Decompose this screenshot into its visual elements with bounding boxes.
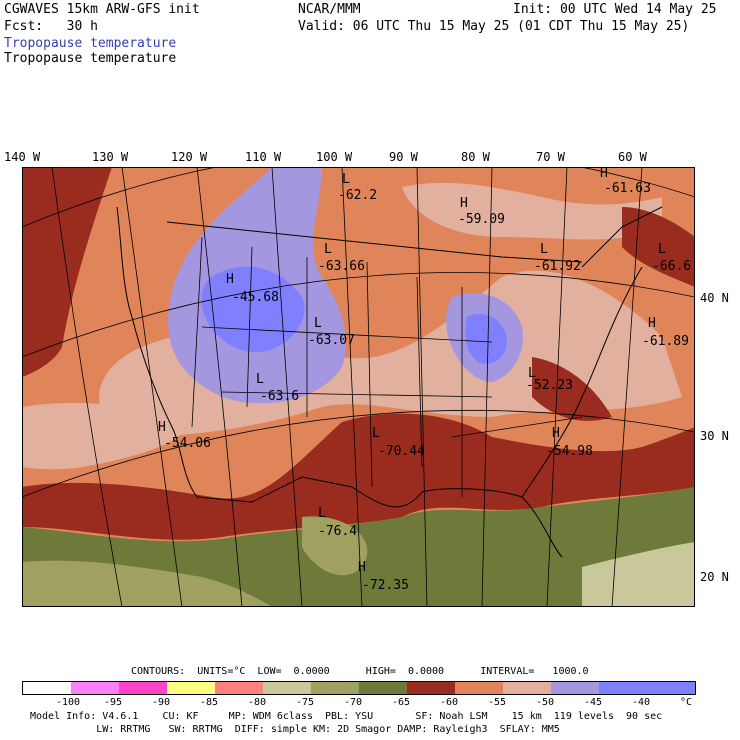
legend-swatch bbox=[23, 682, 71, 694]
legend-swatch bbox=[647, 682, 695, 694]
legend-swatch bbox=[599, 682, 647, 694]
low-marker: L bbox=[256, 372, 264, 387]
graticule bbox=[22, 167, 695, 607]
valid-time: Valid: 06 UTC Thu 15 May 25 (01 CDT Thu … bbox=[298, 19, 690, 34]
shade-minus-80 bbox=[582, 542, 695, 607]
lat-label: 40 N bbox=[700, 291, 729, 305]
extrema-labels: L -62.2 H -59.09 H -61.63 L -63.66 L -61… bbox=[158, 167, 691, 593]
legend-tick-label: -45 bbox=[584, 697, 603, 708]
low-value: -76.4 bbox=[318, 524, 357, 539]
legend-tick-label: -70 bbox=[344, 697, 363, 708]
contours-info: CONTOURS: UNITS=°C LOW= 0.0000 HIGH= 0.0… bbox=[131, 666, 589, 677]
model-info-line2: LW: RRTMG SW: RRTMG DIFF: simple KM: 2D … bbox=[30, 724, 560, 735]
legend-tick-label: -95 bbox=[104, 697, 123, 708]
high-marker: H bbox=[648, 316, 656, 331]
legend-swatch bbox=[215, 682, 263, 694]
low-value: -63.07 bbox=[308, 333, 355, 348]
low-marker: L bbox=[372, 426, 380, 441]
legend-swatch bbox=[359, 682, 407, 694]
state-borders bbox=[191, 236, 583, 497]
shade-minus-75 bbox=[22, 560, 272, 607]
init-time: Init: 00 UTC Wed 14 May 25 bbox=[513, 2, 717, 17]
shade-minus-45 bbox=[465, 313, 507, 364]
legend-swatch bbox=[119, 682, 167, 694]
lon-label: 90 W bbox=[389, 150, 418, 164]
low-marker: L bbox=[318, 506, 326, 521]
high-marker: H bbox=[600, 167, 608, 181]
lon-label: 80 W bbox=[461, 150, 490, 164]
field-title-secondary: Tropopause temperature bbox=[4, 51, 177, 66]
legend-tick-label: °C bbox=[680, 697, 693, 708]
legend-tick-label: -75 bbox=[296, 697, 315, 708]
legend-swatch bbox=[503, 682, 551, 694]
lon-label: 70 W bbox=[536, 150, 565, 164]
high-marker: H bbox=[226, 272, 234, 287]
high-value: -45.68 bbox=[232, 290, 279, 305]
shade-minus-55 bbox=[402, 182, 662, 240]
shade-minus-65 bbox=[622, 207, 695, 287]
low-value: -63.66 bbox=[318, 259, 365, 274]
lon-label: 60 W bbox=[618, 150, 647, 164]
legend-tick-label: -60 bbox=[440, 697, 459, 708]
legend-swatch bbox=[71, 682, 119, 694]
low-value: -62.2 bbox=[338, 188, 377, 203]
model-info-line1: Model Info: V4.6.1 CU: KF MP: WDM 6class… bbox=[30, 711, 663, 722]
legend-swatch bbox=[455, 682, 503, 694]
shade-minus-55 bbox=[22, 402, 186, 470]
coastlines bbox=[116, 206, 663, 558]
forecast-hour: Fcst: 30 h bbox=[4, 19, 98, 34]
lon-label: 140 W bbox=[4, 150, 41, 164]
field-title-primary: Tropopause temperature bbox=[4, 36, 177, 51]
low-value: -63.6 bbox=[260, 389, 299, 404]
org-label: NCAR/MMM bbox=[298, 2, 361, 17]
legend-swatch bbox=[311, 682, 359, 694]
high-value: -61.63 bbox=[604, 181, 651, 196]
high-value: -61.89 bbox=[642, 334, 689, 349]
legend-swatch bbox=[407, 682, 455, 694]
legend-swatch bbox=[551, 682, 599, 694]
high-value: -72.35 bbox=[362, 578, 409, 593]
high-marker: H bbox=[552, 426, 560, 441]
map-frame bbox=[22, 167, 695, 607]
legend-tick-label: -40 bbox=[632, 697, 651, 708]
low-marker: L bbox=[658, 242, 666, 257]
lat-label: 20 N bbox=[700, 570, 729, 584]
shade-minus-75 bbox=[302, 516, 368, 576]
model-title: CGWAVES 15km ARW-GFS init bbox=[4, 2, 200, 17]
high-value: -54.06 bbox=[164, 436, 211, 451]
lon-label: 110 W bbox=[245, 150, 282, 164]
high-value: -54.98 bbox=[546, 444, 593, 459]
high-marker: H bbox=[460, 196, 468, 211]
legend-tick-label: -85 bbox=[200, 697, 219, 708]
high-marker: H bbox=[358, 560, 366, 575]
legend-tick-label: -55 bbox=[488, 697, 507, 708]
color-legend bbox=[22, 681, 696, 695]
legend-tick-label: -90 bbox=[152, 697, 171, 708]
low-marker: L bbox=[314, 316, 322, 331]
tropopause-temperature-map: L -62.2 H -59.09 H -61.63 L -63.66 L -61… bbox=[22, 167, 695, 607]
low-marker: L bbox=[324, 242, 332, 257]
low-marker: L bbox=[342, 172, 350, 187]
lat-label: 30 N bbox=[700, 429, 729, 443]
low-value: -66.6 bbox=[652, 259, 691, 274]
lon-label: 120 W bbox=[171, 150, 208, 164]
legend-tick-label: -50 bbox=[536, 697, 555, 708]
map-panel: L -62.2 H -59.09 H -61.63 L -63.66 L -61… bbox=[22, 167, 695, 607]
legend-tick-label: -65 bbox=[392, 697, 411, 708]
legend-tick-label: -80 bbox=[248, 697, 267, 708]
low-value: -61.92 bbox=[534, 259, 581, 274]
high-value: -59.09 bbox=[458, 212, 505, 227]
low-value: -70.44 bbox=[378, 444, 425, 459]
shade-minus-65 bbox=[22, 413, 695, 540]
legend-swatch bbox=[263, 682, 311, 694]
legend-tick-label: -100 bbox=[56, 697, 81, 708]
lon-label: 100 W bbox=[316, 150, 353, 164]
shade-minus-65 bbox=[532, 357, 612, 421]
high-marker: H bbox=[158, 420, 166, 435]
low-marker: L bbox=[528, 366, 536, 381]
low-value: -52.23 bbox=[526, 378, 573, 393]
legend-swatch bbox=[167, 682, 215, 694]
low-marker: L bbox=[540, 242, 548, 257]
lon-label: 130 W bbox=[92, 150, 129, 164]
